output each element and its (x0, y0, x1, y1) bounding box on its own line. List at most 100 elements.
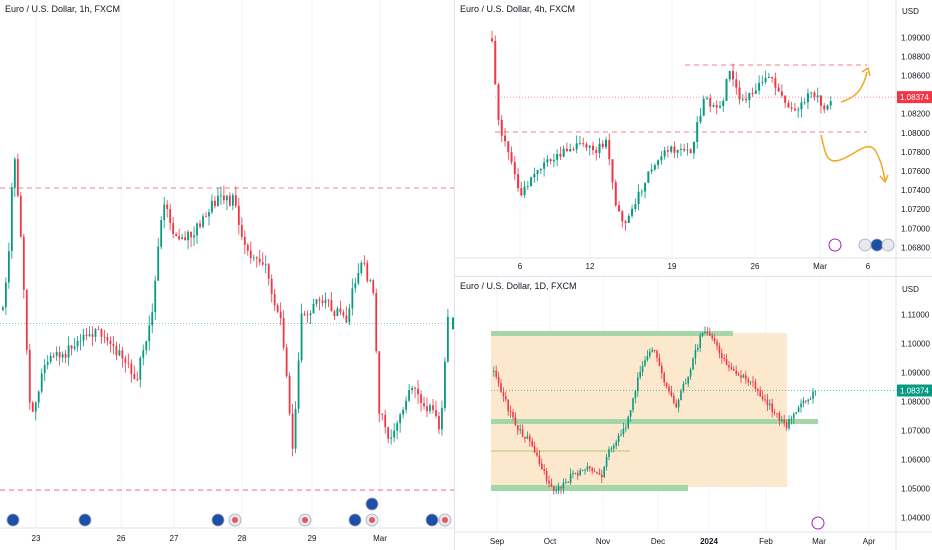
candle[interactable] (637, 377, 639, 392)
candle[interactable] (608, 449, 610, 457)
candle[interactable] (536, 452, 538, 456)
candle[interactable] (769, 403, 771, 406)
candle[interactable] (584, 469, 586, 471)
candle[interactable] (154, 280, 157, 313)
candle[interactable] (246, 244, 249, 251)
candle[interactable] (742, 375, 745, 378)
candle[interactable] (627, 416, 629, 428)
vertical-divider[interactable] (454, 0, 455, 550)
candle[interactable] (414, 388, 416, 389)
candle[interactable] (686, 149, 689, 151)
candle[interactable] (575, 143, 578, 150)
candle[interactable] (810, 92, 813, 94)
candle[interactable] (393, 430, 396, 438)
candle[interactable] (531, 440, 533, 447)
candle[interactable] (115, 345, 118, 356)
candle[interactable] (565, 148, 568, 152)
candle[interactable] (670, 146, 673, 152)
candle[interactable] (58, 351, 61, 358)
candle[interactable] (803, 102, 806, 104)
candle[interactable] (549, 159, 552, 162)
candle[interactable] (569, 474, 572, 483)
candle[interactable] (2, 307, 4, 310)
candle[interactable] (795, 412, 797, 414)
candle[interactable] (345, 315, 348, 323)
candle[interactable] (813, 92, 816, 97)
candle[interactable] (644, 360, 646, 366)
eu-flag-icon[interactable] (870, 238, 884, 252)
candle[interactable] (617, 435, 620, 443)
candle[interactable] (741, 98, 744, 100)
candle[interactable] (740, 375, 742, 378)
candle[interactable] (783, 419, 785, 423)
candle[interactable] (270, 278, 273, 294)
candle[interactable] (273, 293, 276, 306)
candle[interactable] (88, 334, 91, 336)
candle[interactable] (526, 436, 529, 439)
eu-flag-icon[interactable] (211, 513, 225, 527)
candle[interactable] (507, 141, 510, 153)
candle[interactable] (255, 257, 258, 259)
candle[interactable] (771, 403, 773, 413)
candle[interactable] (663, 373, 665, 383)
candle[interactable] (663, 150, 666, 157)
candle[interactable] (683, 148, 686, 151)
candle[interactable] (699, 335, 701, 348)
candle[interactable] (151, 312, 154, 326)
candle[interactable] (595, 150, 598, 153)
candle[interactable] (557, 486, 560, 491)
candle[interactable] (411, 388, 413, 391)
candle[interactable] (529, 436, 531, 441)
candle[interactable] (745, 98, 748, 101)
candle[interactable] (701, 333, 704, 336)
candle[interactable] (735, 370, 737, 375)
candle[interactable] (622, 428, 625, 435)
candle[interactable] (761, 396, 764, 400)
candle[interactable] (624, 221, 627, 224)
candle[interactable] (673, 146, 676, 153)
candle[interactable] (807, 399, 809, 402)
candle[interactable] (591, 145, 594, 151)
candle[interactable] (735, 79, 738, 88)
candle[interactable] (500, 383, 502, 393)
us-flag-icon[interactable] (858, 238, 872, 252)
candle[interactable] (172, 223, 175, 234)
candle[interactable] (97, 328, 100, 330)
candle[interactable] (523, 186, 526, 196)
candle[interactable] (649, 351, 651, 357)
candle[interactable] (754, 90, 757, 94)
candle[interactable] (585, 144, 588, 148)
candle[interactable] (577, 472, 579, 476)
candle[interactable] (252, 257, 255, 259)
candle[interactable] (336, 308, 339, 317)
candle[interactable] (282, 318, 285, 348)
candle[interactable] (324, 299, 327, 303)
candle[interactable] (797, 109, 800, 111)
candle[interactable] (533, 446, 536, 453)
candle[interactable] (572, 472, 574, 475)
candle[interactable] (657, 160, 660, 166)
candle[interactable] (826, 105, 829, 110)
candle[interactable] (55, 351, 58, 357)
candle[interactable] (737, 374, 740, 376)
candle[interactable] (502, 392, 505, 397)
candle[interactable] (408, 390, 410, 401)
candle[interactable] (738, 87, 741, 100)
candle[interactable] (685, 383, 687, 385)
range-zone[interactable] (491, 333, 787, 487)
candle[interactable] (13, 159, 16, 188)
candle[interactable] (610, 448, 613, 450)
candle[interactable] (711, 335, 713, 339)
candle[interactable] (713, 338, 716, 342)
candle[interactable] (16, 159, 19, 196)
candle[interactable] (581, 470, 584, 471)
candle[interactable] (614, 182, 617, 206)
candle[interactable] (142, 350, 145, 358)
candle[interactable] (562, 482, 565, 489)
candle[interactable] (660, 156, 663, 161)
candle[interactable] (94, 328, 97, 337)
candle[interactable] (514, 417, 517, 426)
candle[interactable] (190, 231, 192, 238)
candle[interactable] (705, 98, 708, 99)
candle[interactable] (650, 169, 653, 172)
